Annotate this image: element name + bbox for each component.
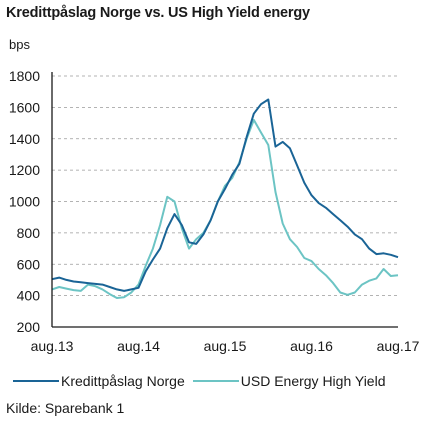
series-lines	[51, 98, 399, 299]
chart-title: Kredittpåslag Norge vs. US High Yield en…	[6, 5, 310, 21]
series-line-usd	[51, 118, 399, 299]
legend-item-norge: Kredittpåslag Norge	[13, 373, 185, 389]
x-tick-label: aug.15	[204, 338, 247, 354]
y-tick-label: 1400	[9, 131, 40, 147]
series-line-norge	[51, 98, 399, 292]
legend-label-norge: Kredittpåslag Norge	[61, 373, 185, 389]
x-tick-label: aug.16	[290, 338, 333, 354]
y-tick-label: 800	[17, 225, 41, 241]
legend-swatch-norge	[13, 380, 59, 382]
x-tick-label: aug.14	[117, 338, 160, 354]
y-axis-ticks: 200 400 600 800 1000 1200 1400 1600 1800	[9, 68, 40, 335]
y-tick-label: 1200	[9, 162, 40, 178]
y-tick-label: 600	[17, 256, 41, 272]
gridlines	[52, 75, 398, 297]
legend-label-usd: USD Energy High Yield	[240, 373, 386, 389]
y-tick-label: 200	[17, 319, 41, 335]
x-axis-ticks: aug.13 aug.14 aug.15 aug.16 aug.17	[31, 338, 420, 354]
y-tick-label: 400	[17, 288, 41, 304]
axes	[51, 72, 398, 328]
y-axis-unit-label: bps	[9, 37, 30, 52]
y-tick-label: 1000	[9, 194, 40, 210]
legend-item-usd: USD Energy High Yield	[192, 373, 386, 389]
x-tick-label: aug.13	[31, 338, 74, 354]
y-tick-label: 1600	[9, 99, 40, 115]
legend: Kredittpåslag Norge USD Energy High Yiel…	[13, 373, 394, 389]
source-note: Kilde: Sparebank 1	[6, 400, 125, 416]
y-tick-label: 1800	[9, 68, 40, 84]
legend-swatch-usd	[192, 380, 239, 382]
x-tick-label: aug.17	[377, 338, 420, 354]
